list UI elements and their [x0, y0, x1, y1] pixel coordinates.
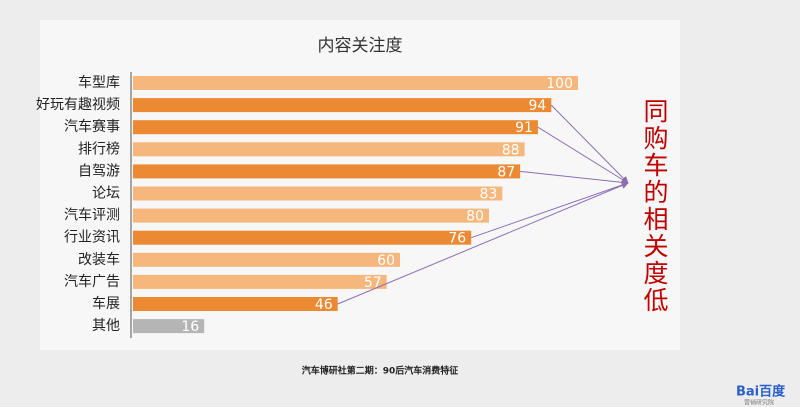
bar — [133, 274, 387, 289]
annotation-arrow — [337, 182, 629, 305]
value-label: 91 — [515, 120, 533, 136]
value-label: 60 — [377, 253, 395, 269]
category-label: 汽车赛事 — [64, 118, 120, 135]
category-label: 汽车广告 — [64, 273, 120, 290]
annotation-arrow — [520, 170, 629, 186]
category-label: 车展 — [92, 295, 120, 312]
bar — [133, 252, 400, 267]
value-label: 76 — [448, 231, 466, 247]
value-label: 57 — [364, 275, 382, 291]
value-label: 16 — [181, 319, 199, 335]
bar — [133, 120, 538, 135]
value-label: 80 — [466, 209, 484, 225]
value-label: 94 — [528, 98, 546, 114]
chart-title: 内容关注度 — [318, 36, 403, 56]
annotation-arrow — [471, 181, 629, 239]
category-label: 自驾游 — [78, 163, 120, 179]
annotation-arrow — [537, 126, 629, 184]
logo: Bai百度 — [736, 384, 786, 400]
value-label: 87 — [497, 164, 515, 180]
bar — [133, 98, 552, 113]
value-label: 83 — [480, 187, 498, 203]
source: 汽车博研社第二期：90后汽车消费特征 — [302, 365, 459, 377]
value-label: 88 — [502, 142, 520, 158]
category-label: 改装车 — [78, 251, 120, 268]
bar — [133, 208, 489, 223]
category-label: 车型库 — [78, 74, 120, 91]
bar — [133, 230, 472, 245]
logo-subtitle: 营销研究院 — [744, 399, 774, 407]
bar — [133, 319, 205, 334]
bar — [133, 142, 525, 157]
annotation: 同购车的相关度低 — [640, 98, 669, 314]
annotation-arrow — [550, 104, 629, 184]
bar — [133, 164, 521, 179]
category-label: 汽车评测 — [64, 207, 120, 224]
bar — [133, 186, 503, 201]
bar — [133, 76, 578, 90]
category-label: 行业资讯 — [64, 230, 120, 246]
category-label: 论坛 — [92, 186, 120, 202]
category-label: 其他 — [92, 318, 120, 334]
category-label: 好玩有趣视频 — [36, 97, 120, 113]
category-label: 排行榜 — [78, 140, 120, 157]
value-label: 100 — [546, 76, 573, 92]
bar — [133, 297, 338, 311]
value-label: 46 — [315, 297, 333, 313]
